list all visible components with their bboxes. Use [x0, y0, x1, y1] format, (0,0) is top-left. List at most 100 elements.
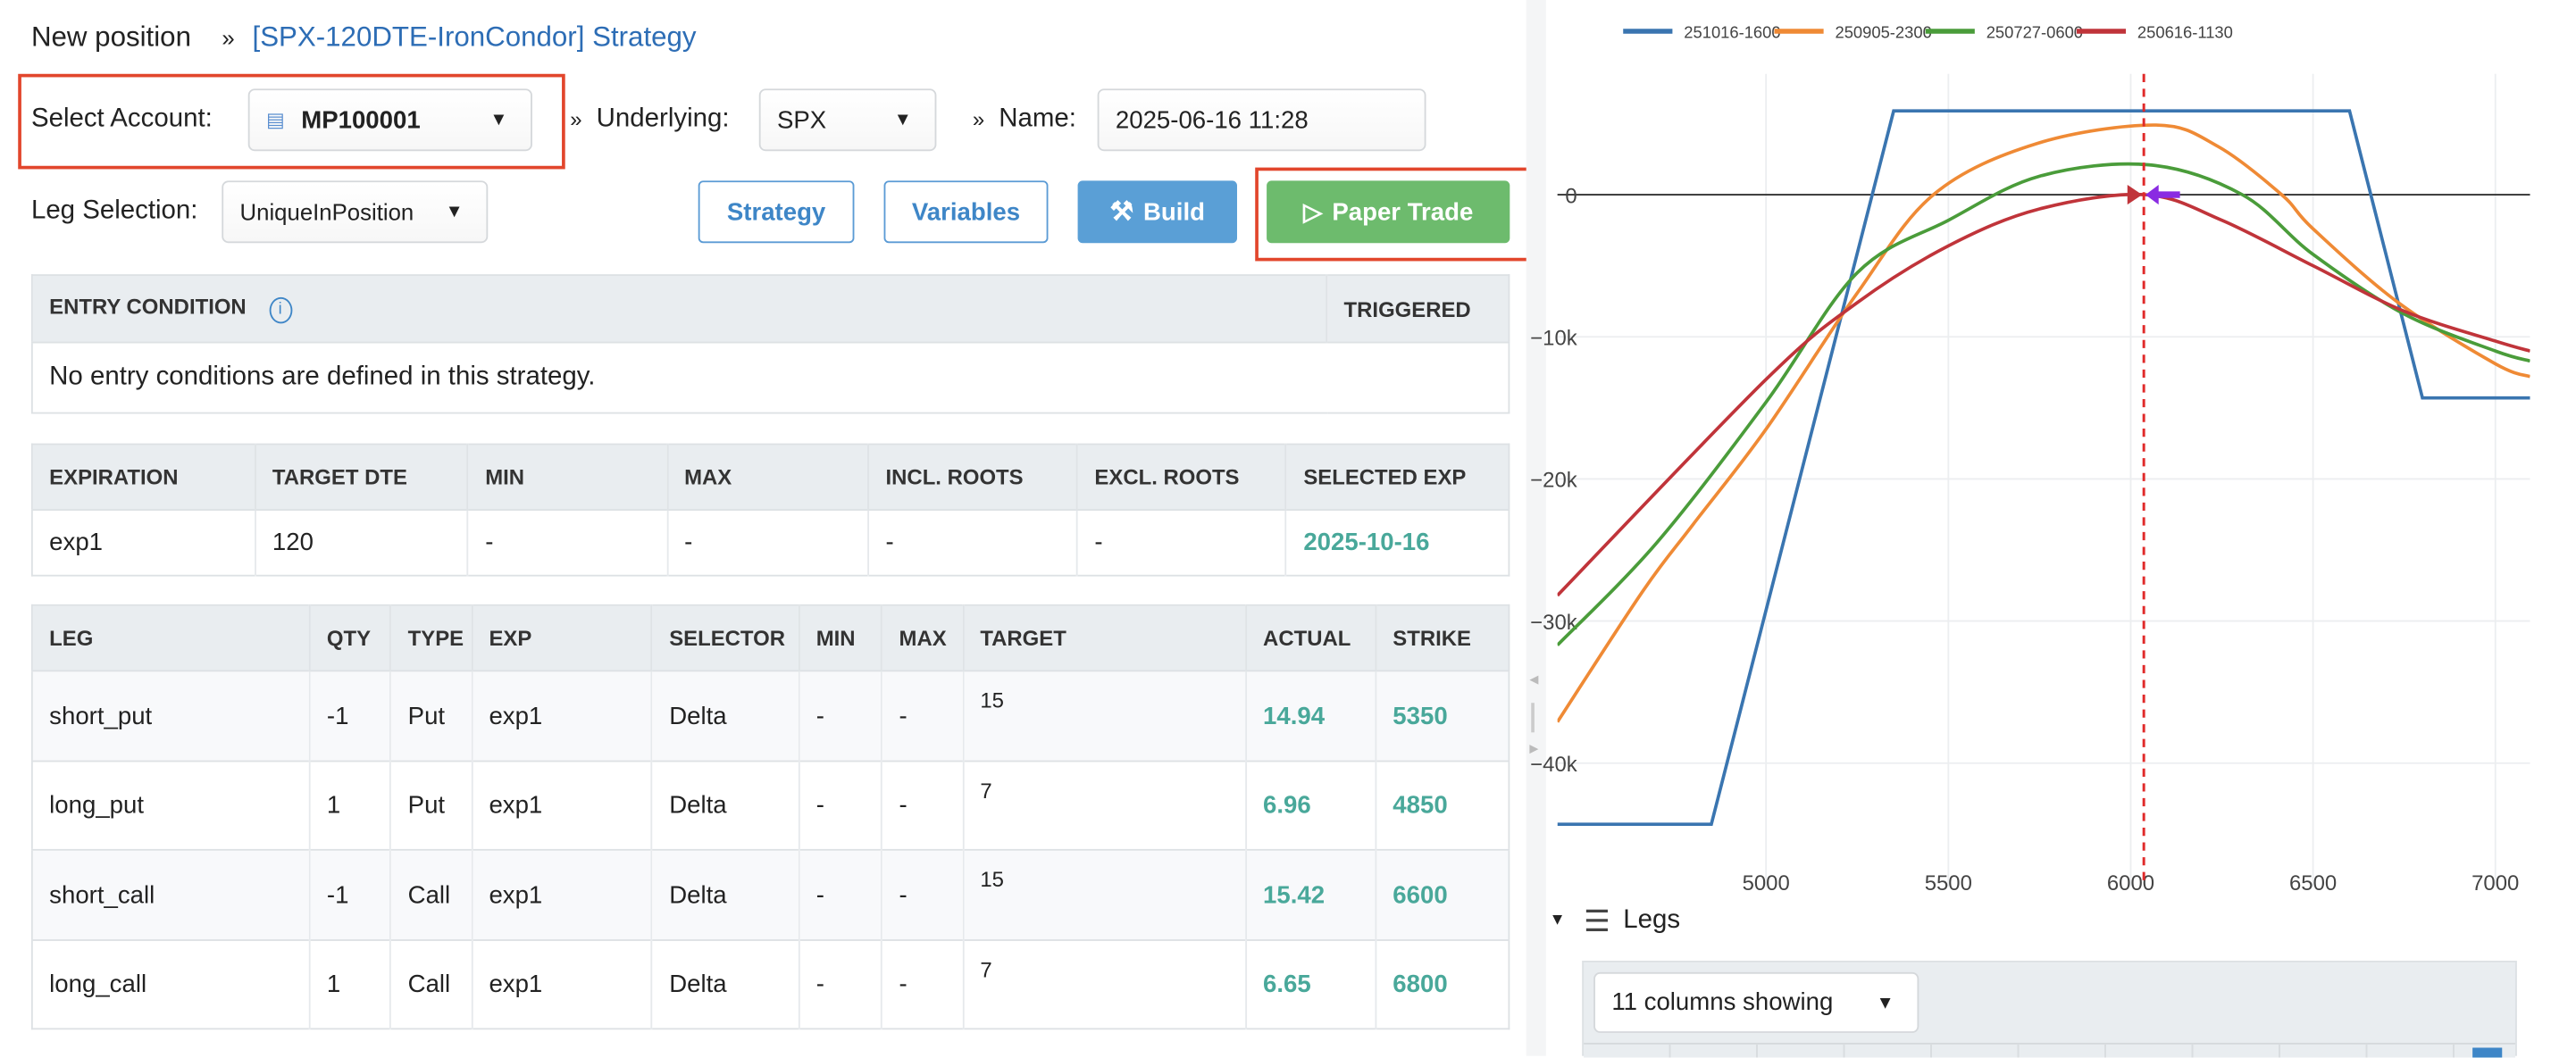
tools-icon: ⚒ — [1109, 198, 1133, 227]
chevron-down-icon: ▼ — [445, 202, 464, 222]
column-header: QTY — [308, 604, 391, 671]
column-header: ACTUAL — [1244, 604, 1376, 671]
chevron-down-icon: ▼ — [893, 110, 912, 130]
column-header: INCL. ROOTS — [867, 444, 1078, 511]
table-row: long_call 1 Call exp1 Delta - -7 6.65 6800 — [31, 939, 1510, 1029]
table-cell: -1 — [308, 670, 391, 762]
table-cell: 15 — [962, 848, 1246, 940]
account-highlight-box — [18, 73, 565, 170]
target-value: 7 — [980, 957, 992, 982]
strategy-button[interactable]: Strategy — [698, 180, 855, 244]
series-line-250616-1130 — [1557, 192, 2530, 597]
column-header: STRIKE — [1375, 604, 1510, 671]
chevron-down-icon: ▼ — [1876, 992, 1894, 1012]
strategy-link[interactable]: [SPX-120DTE-IronCondor] Strategy — [252, 21, 697, 53]
x-tick-label: 6500 — [2289, 871, 2337, 896]
empty-message: No entry conditions are defined in this … — [31, 341, 1510, 413]
name-input[interactable] — [1097, 88, 1426, 152]
separator: » — [570, 106, 582, 132]
info-icon[interactable]: i — [268, 296, 292, 324]
panel-splitter[interactable]: ◀ ▶ — [1526, 0, 1546, 1056]
table-cell: short_put — [31, 670, 310, 762]
y-tick-label: −20k — [1530, 469, 1577, 493]
triggered-header: TRIGGERED — [1326, 275, 1510, 343]
series-line-250905-2300 — [1557, 123, 2530, 723]
table-cell: exp1 — [31, 509, 255, 576]
entry-condition-table: ENTRY CONDITION i TRIGGERED No entry con… — [30, 274, 1510, 414]
y-tick-label: −40k — [1530, 753, 1577, 777]
collapse-left-icon[interactable]: ◀ — [1529, 674, 1539, 687]
entry-condition-header: ENTRY CONDITION i — [31, 275, 1327, 343]
table-cell: short_call — [31, 848, 310, 940]
series-line-250727-0600 — [1557, 162, 2530, 646]
paper-trade-button[interactable]: ▷ Paper Trade — [1267, 180, 1510, 244]
columns-select-value: 11 columns showing — [1611, 988, 1834, 1017]
table-cell: exp1 — [471, 939, 652, 1029]
table-cell: 120 — [254, 509, 468, 576]
table-cell: - — [881, 670, 964, 762]
payoff-chart[interactable]: 5000 5500 6000 6500 7000 0 −10k −20k −30k −40k 251… — [0, 0, 2576, 920]
table-cell: - — [665, 509, 869, 576]
breakeven-marker-left — [2127, 185, 2143, 205]
breadcrumb-separator: » — [222, 24, 235, 52]
table-cell: -1 — [308, 848, 391, 940]
separator: » — [972, 106, 985, 132]
table-row: exp1 120- - - -2025-10-16 — [31, 509, 1510, 576]
table-cell: Delta — [650, 848, 799, 940]
expiration-table: EXPIRATION TARGET DTE MIN MAX INCL. ROOTS EXC… — [30, 443, 1510, 577]
paper-trade-label: Paper Trade — [1332, 197, 1474, 226]
underlying-select[interactable]: SPX ▼ — [758, 88, 937, 152]
series-line-251016-1600 — [1557, 109, 2530, 827]
column-header: MIN — [466, 444, 667, 511]
list-icon: ☰ — [1584, 904, 1610, 938]
table-cell: long_put — [31, 760, 310, 850]
table-cell: 4850 — [1375, 760, 1510, 850]
drag-handle[interactable] — [1531, 703, 1535, 733]
series-group — [1557, 109, 2530, 827]
grid-select-all-checkbox[interactable] — [2472, 1047, 2503, 1058]
x-tick-label: 5000 — [1743, 871, 1790, 896]
column-header: SELECTED EXP — [1285, 444, 1510, 511]
leg-selection-select[interactable]: UniqueInPosition ▼ — [222, 180, 489, 244]
x-tick-label: 5500 — [1925, 871, 1972, 896]
column-header: TARGET DTE — [254, 444, 468, 511]
collapse-triangle-icon[interactable]: ▼ — [1549, 911, 1566, 930]
leg-selection-label: Leg Selection: — [30, 196, 198, 225]
legend-label: 250616-1130 — [2137, 22, 2233, 41]
name-label: Name: — [999, 104, 1076, 133]
target-value: 15 — [980, 687, 1004, 713]
y-tick-label: 0 — [1565, 184, 1577, 208]
legend-label: 250905-2300 — [1835, 22, 1931, 41]
leg-selection-value: UniqueInPosition — [239, 198, 414, 225]
table-cell: 6.96 — [1244, 760, 1376, 850]
column-header: EXP — [471, 604, 652, 671]
column-header: MAX — [665, 444, 869, 511]
account-select[interactable]: ▤ MP100001 ▼ — [247, 88, 532, 152]
legs-grid: 11 columns showing ▼ — [1582, 960, 2517, 1058]
table-cell: 1 — [308, 760, 391, 850]
table-cell: 15.42 — [1244, 848, 1376, 940]
table-cell: 15 — [962, 670, 1246, 762]
table-cell: - — [798, 848, 882, 940]
grid-header-row — [1584, 1042, 2515, 1058]
column-header: LEG — [31, 604, 310, 671]
table-cell: Delta — [650, 939, 799, 1029]
underlying-label: Underlying: — [596, 104, 730, 133]
target-value: 15 — [980, 867, 1004, 892]
variables-button[interactable]: Variables — [883, 180, 1049, 244]
column-header: EXCL. ROOTS — [1076, 444, 1287, 511]
breadcrumb: New position » [SPX-120DTE-IronCondor] S… — [31, 21, 697, 54]
table-cell: - — [867, 509, 1078, 576]
legend-label: 250727-0600 — [1986, 22, 2083, 41]
table-cell: Call — [389, 939, 473, 1029]
columns-select[interactable]: 11 columns showing ▼ — [1593, 971, 1919, 1033]
legs-table: LEG QTY TYPE EXP SELECTOR MIN MAX TARGET ACTUAL S… — [30, 604, 1510, 1030]
collapse-right-icon[interactable]: ▶ — [1529, 744, 1539, 756]
table-cell: exp1 — [471, 670, 652, 762]
build-button[interactable]: ⚒ Build — [1077, 180, 1237, 244]
column-header: EXPIRATION — [31, 444, 255, 511]
table-row: long_put 1 Put exp1 Delta - -7 6.96 4850 — [31, 760, 1510, 850]
table-cell: exp1 — [471, 848, 652, 940]
chevron-down-icon: ▼ — [489, 110, 508, 130]
y-tick-label: −30k — [1530, 611, 1577, 635]
